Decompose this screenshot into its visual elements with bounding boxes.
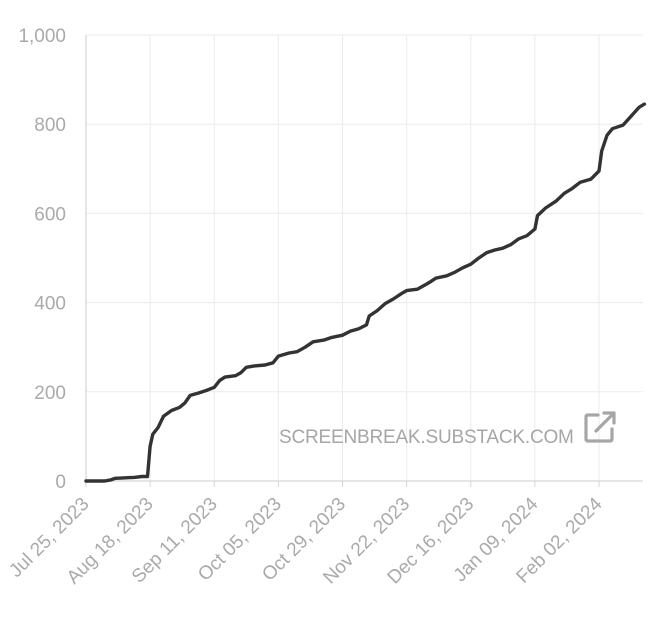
watermark[interactable]: SCREENBREAK.SUBSTACK.COM (279, 405, 618, 449)
watermark-text: SCREENBREAK.SUBSTACK.COM (279, 427, 574, 448)
y-tick-label: 200 (34, 383, 66, 404)
y-tick-label: 1,000 (18, 26, 66, 47)
external-link-icon (584, 411, 616, 443)
series-line (84, 102, 647, 483)
axes (85, 35, 643, 487)
y-tick-label: 0 (55, 472, 66, 493)
series-line-layer (84, 102, 647, 483)
y-tick-label: 600 (34, 204, 66, 225)
y-tick-labels: 0 200 400 600 800 1,000 (18, 26, 66, 493)
grid (86, 34, 643, 481)
y-tick-label: 400 (34, 294, 66, 315)
y-tick-label: 800 (34, 115, 66, 136)
